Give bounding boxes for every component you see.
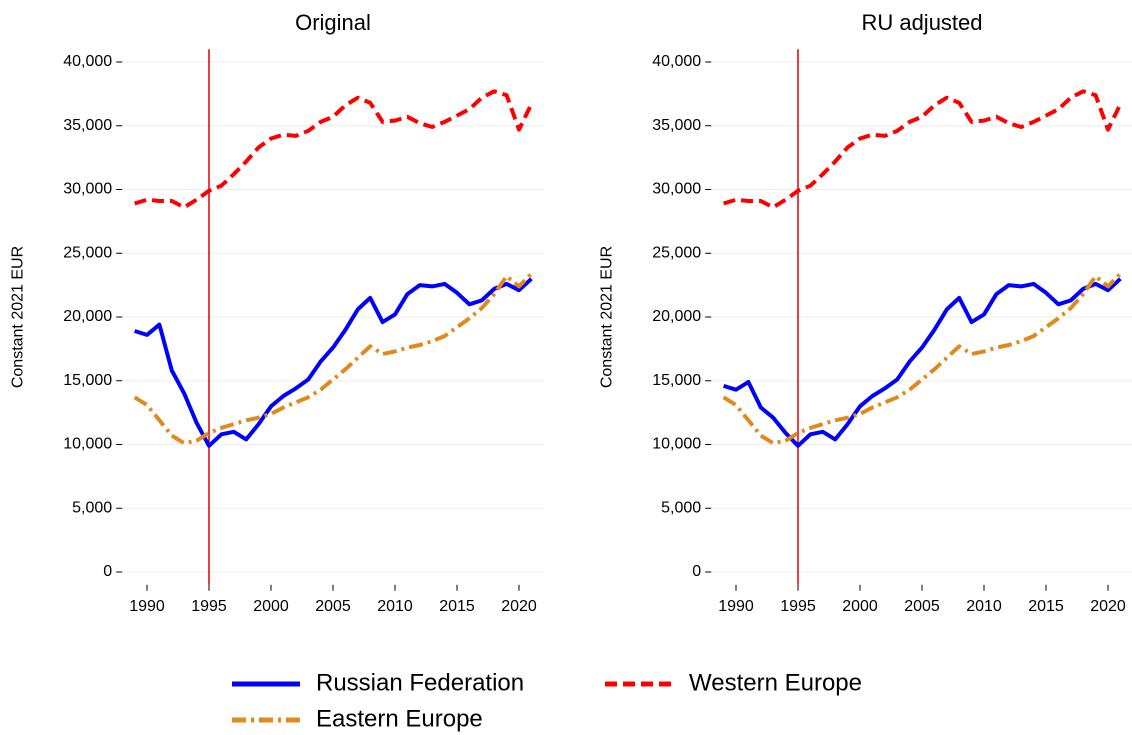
x-tick-label: 1995: [191, 598, 227, 615]
x-tick-label: 2020: [1090, 598, 1126, 615]
x-tick-label: 2015: [439, 598, 475, 615]
legend-label: Western Europe: [689, 669, 862, 696]
legend-label: Eastern Europe: [316, 705, 483, 732]
series-line: [134, 89, 534, 210]
x-tick-label: 2000: [253, 598, 289, 615]
y-tick-label: 0: [692, 563, 701, 580]
x-tick-label: 2010: [966, 598, 1002, 615]
y-tick-label: 25,000: [63, 244, 112, 261]
y-tick-label: 40,000: [652, 53, 701, 70]
x-tick-label: 2000: [842, 598, 878, 615]
y-tick-label: 5,000: [72, 499, 112, 516]
series-line: [133, 272, 533, 446]
chart-title: RU adjusted: [861, 10, 982, 35]
x-tick-label: 1995: [780, 598, 816, 615]
y-tick-label: 35,000: [652, 117, 701, 134]
y-tick-label: 30,000: [652, 181, 701, 198]
y-tick-label: 20,000: [652, 308, 701, 325]
series-line: [722, 272, 1122, 446]
series-line: [723, 89, 1123, 210]
y-tick-label: 30,000: [63, 181, 112, 198]
x-tick-label: 2015: [1028, 598, 1064, 615]
x-tick-label: 2005: [315, 598, 351, 615]
y-tick-label: 0: [103, 563, 112, 580]
x-tick-label: 1990: [129, 598, 165, 615]
y-tick-label: 35,000: [63, 117, 112, 134]
x-tick-label: 2005: [904, 598, 940, 615]
chart-title: Original: [295, 10, 371, 35]
series-line: [723, 277, 1122, 448]
series-line: [133, 277, 533, 448]
legend-label: Russian Federation: [316, 669, 524, 696]
y-tick-label: 15,000: [63, 372, 112, 389]
y-axis-label: Constant 2021 EUR: [9, 246, 26, 388]
y-tick-label: 15,000: [652, 372, 701, 389]
y-axis-label: Constant 2021 EUR: [598, 246, 615, 388]
x-tick-label: 2010: [377, 598, 413, 615]
y-tick-label: 40,000: [63, 53, 112, 70]
y-tick-label: 10,000: [63, 436, 112, 453]
x-tick-label: 2020: [501, 598, 537, 615]
y-tick-label: 25,000: [652, 244, 701, 261]
x-tick-label: 1990: [718, 598, 754, 615]
y-tick-label: 5,000: [661, 499, 701, 516]
y-tick-label: 20,000: [63, 308, 112, 325]
y-tick-label: 10,000: [652, 436, 701, 453]
